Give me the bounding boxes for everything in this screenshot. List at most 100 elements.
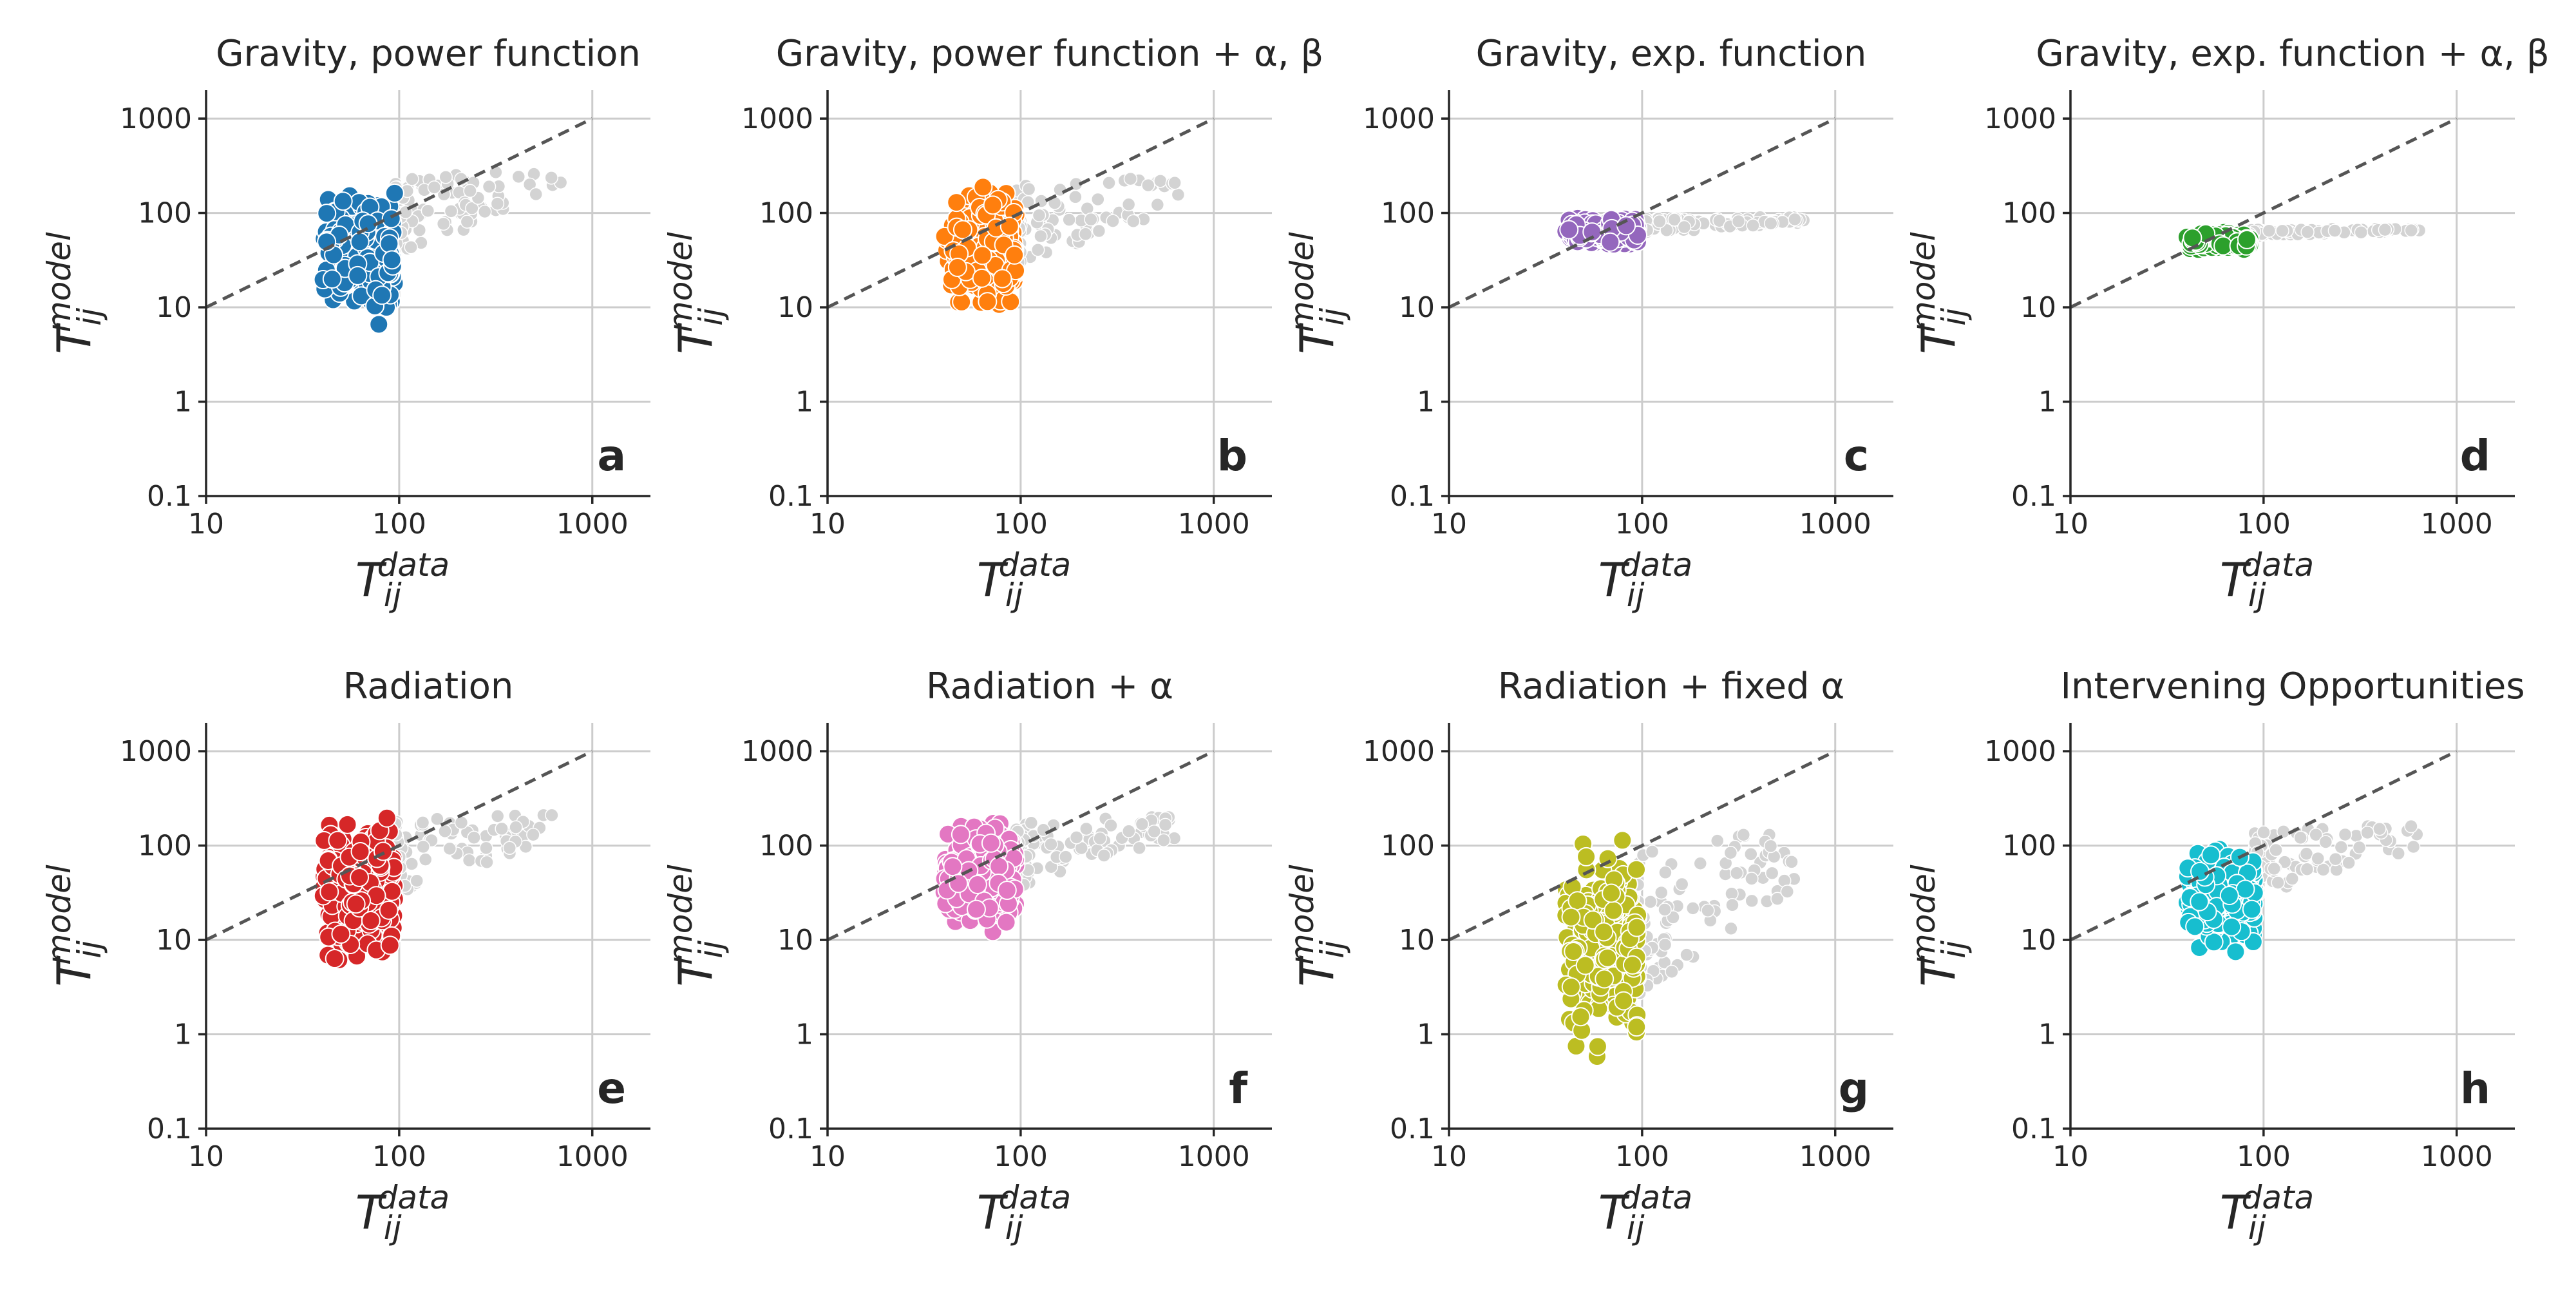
grey-point	[1693, 856, 1708, 870]
y-axis-label: Tijmodel	[41, 232, 108, 354]
grey-point	[511, 169, 526, 184]
data-point	[1614, 991, 1634, 1011]
scatter-points	[313, 165, 568, 334]
y-tick-label: 10	[2020, 924, 2056, 957]
grey-point	[1763, 839, 1778, 854]
x-axis-label: Tijdata	[977, 1179, 1071, 1247]
x-tick-label: 100	[994, 1140, 1048, 1173]
panel-d: 10 100 1000 0.1 1 10 100 1000 Gravity, exp. func…	[1905, 33, 2550, 614]
y-tick-label: 10	[156, 291, 192, 324]
y-tick-label: 1000	[120, 735, 192, 768]
data-point	[1577, 846, 1596, 866]
y-tick-label: 10	[2020, 291, 2056, 324]
grey-point	[480, 855, 494, 870]
grey-point	[2342, 856, 2356, 870]
grey-point	[1665, 964, 1679, 979]
grey-point	[2404, 819, 2418, 834]
grey-point	[490, 196, 505, 211]
grey-point	[1645, 845, 1660, 859]
data-point	[319, 882, 339, 902]
data-point	[943, 857, 963, 877]
grey-point	[462, 853, 477, 868]
panel-letter: e	[597, 1064, 626, 1113]
grey-point	[482, 179, 497, 194]
y-tick-label: 1000	[1363, 102, 1435, 135]
data-point	[952, 220, 972, 240]
grey-point	[1736, 828, 1751, 842]
scatter-points	[1556, 208, 1811, 254]
x-tick-label: 10	[810, 1140, 846, 1173]
data-point	[372, 285, 392, 305]
y-tick-label: 1	[2038, 1018, 2056, 1051]
grey-point	[2406, 839, 2421, 854]
grey-point	[1030, 243, 1045, 257]
reference-line	[1448, 117, 1836, 309]
y-axis-label: Tijmodel	[41, 865, 108, 987]
scatter-points	[1556, 828, 1801, 1066]
panel-letter: a	[597, 431, 626, 481]
grey-point	[477, 204, 492, 219]
grey-point	[1744, 847, 1758, 861]
grey-point	[2372, 821, 2387, 836]
grey-point	[1153, 174, 1168, 188]
y-tick-label: 0.1	[147, 1113, 192, 1145]
grey-point	[438, 824, 452, 839]
grey-point	[2271, 875, 2285, 890]
grey-point	[1658, 937, 1672, 952]
grey-point	[1059, 850, 1073, 864]
scatter-points	[313, 808, 559, 970]
data-point	[989, 856, 1009, 876]
data-point	[973, 177, 993, 197]
x-tick-label: 10	[1431, 1140, 1467, 1173]
x-tick-label: 10	[188, 508, 224, 540]
grey-point	[1147, 824, 1162, 839]
grey-point	[410, 874, 424, 888]
grey-point	[418, 852, 433, 866]
grey-point	[2360, 825, 2374, 840]
x-axis-label: Tijdata	[1598, 1179, 1692, 1247]
y-tick-label: 0.1	[768, 480, 813, 513]
y-tick-label: 100	[2002, 830, 2056, 863]
data-point	[1595, 969, 1615, 989]
data-point	[1622, 955, 1642, 975]
grey-point	[430, 812, 444, 827]
x-tick-label: 100	[2237, 1140, 2291, 1173]
grey-point	[1729, 866, 1744, 880]
data-point	[369, 314, 389, 334]
y-tick-label: 100	[759, 830, 813, 863]
grey-point	[1701, 903, 1715, 918]
data-point	[379, 900, 399, 920]
data-point	[1594, 922, 1614, 942]
data-point	[2219, 886, 2239, 906]
y-tick-label: 10	[777, 291, 813, 324]
grey-point	[427, 180, 442, 195]
grey-point	[2300, 225, 2315, 239]
x-axis-label: Tijdata	[1598, 546, 1692, 614]
grey-point	[1078, 227, 1093, 242]
grey-point	[1658, 865, 1672, 880]
panel-title: Gravity, exp. function	[1476, 33, 1867, 75]
data-point	[350, 232, 370, 252]
data-point	[1559, 220, 1579, 240]
data-point	[2226, 942, 2246, 962]
data-point	[348, 265, 368, 285]
y-axis-label: Tijmodel	[1283, 865, 1351, 987]
x-tick-label: 1000	[1178, 508, 1250, 540]
panel-title: Radiation + α	[926, 665, 1173, 707]
x-tick-label: 100	[1615, 508, 1669, 540]
data-point	[992, 269, 1012, 289]
grey-point	[2311, 851, 2325, 866]
grey-point	[412, 223, 427, 238]
panel-letter: b	[1217, 431, 1247, 481]
grey-point	[544, 171, 558, 185]
grey-point	[1032, 208, 1046, 222]
grey-point	[465, 201, 479, 216]
data-point	[1627, 1017, 1647, 1037]
data-point	[1561, 907, 1581, 927]
data-point	[380, 935, 400, 955]
y-tick-label: 1000	[1984, 735, 2056, 768]
panel-title: Gravity, power function + α, β	[776, 33, 1324, 75]
data-point	[350, 867, 370, 887]
grey-point	[1069, 830, 1084, 845]
grey-point	[1745, 894, 1759, 908]
